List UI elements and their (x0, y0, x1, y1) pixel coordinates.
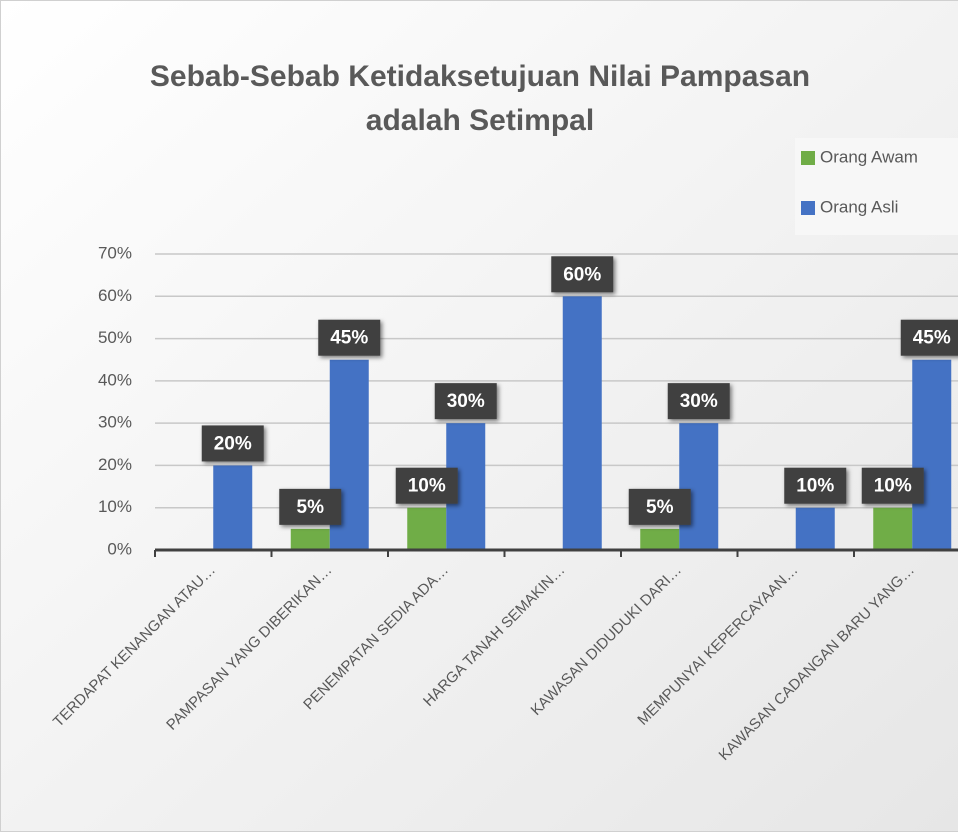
value-label: 10% (796, 476, 834, 497)
value-label-box (434, 383, 497, 420)
value-label: 60% (563, 264, 601, 285)
y-tick-label: 20% (98, 455, 132, 474)
value-label-box (395, 467, 458, 504)
y-tick-label: 60% (98, 286, 132, 305)
value-label-box (551, 256, 614, 293)
value-label: 5% (646, 497, 674, 518)
value-label: 5% (297, 497, 325, 518)
bar (795, 507, 835, 550)
y-tick-label: 10% (98, 497, 132, 516)
value-label-box (900, 319, 958, 356)
value-label: 20% (214, 433, 252, 454)
legend-label: Orang Awam (820, 147, 918, 166)
value-label: 30% (680, 391, 718, 412)
legend-swatch (801, 151, 815, 165)
bar (290, 528, 330, 550)
value-label-box (784, 467, 847, 504)
value-label: 10% (874, 476, 912, 497)
value-label: 30% (447, 391, 485, 412)
value-label-box (318, 319, 381, 356)
value-label-box (201, 425, 264, 462)
legend-swatch (801, 201, 815, 215)
y-tick-label: 0% (107, 539, 132, 558)
bar (407, 507, 447, 550)
bar (912, 359, 952, 550)
chart-title: Sebab-Sebab Ketidaksetujuan Nilai Pampas… (150, 60, 810, 93)
bar (873, 507, 913, 550)
value-label: 10% (408, 476, 446, 497)
value-label-box (667, 383, 730, 420)
value-label-box (628, 488, 691, 525)
y-tick-label: 40% (98, 370, 132, 389)
y-tick-label: 70% (98, 243, 132, 262)
value-label: 45% (330, 328, 368, 349)
bar (640, 528, 680, 550)
bar (562, 296, 602, 550)
bar (213, 465, 253, 550)
value-label: 45% (913, 328, 951, 349)
chart-title: adalah Setimpal (366, 104, 594, 137)
value-label-box (279, 488, 342, 525)
bar (679, 423, 719, 550)
y-tick-label: 30% (98, 413, 132, 432)
y-tick-label: 50% (98, 328, 132, 347)
legend-background (795, 138, 958, 235)
value-label-box (861, 467, 924, 504)
legend-label: Orang Asli (820, 197, 898, 216)
